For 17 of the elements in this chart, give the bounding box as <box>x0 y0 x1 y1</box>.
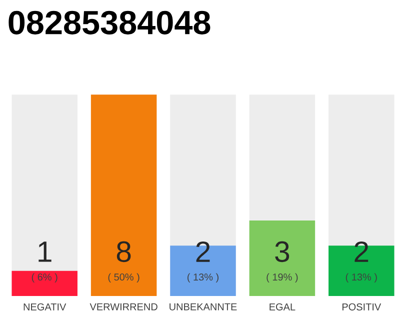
x-tick-label: NEGATIV <box>24 303 66 310</box>
data-label: 3 <box>275 241 290 262</box>
data-label: 1 <box>38 242 52 262</box>
annotation: ( 13% ) <box>188 273 218 283</box>
chart-title: 08285384048 <box>8 10 210 34</box>
x-tick-label: POSITIV <box>342 303 382 310</box>
data-label: 2 <box>354 241 368 262</box>
bar <box>12 270 78 296</box>
annotation: ( 13% ) <box>346 273 377 283</box>
annotation: ( 19% ) <box>266 273 298 283</box>
x-tick-label: EGAL <box>270 303 296 310</box>
annotation: ( 50% ) <box>108 273 140 283</box>
data-label: 8 <box>116 241 131 262</box>
x-tick-label: VERWIRREND <box>90 303 158 310</box>
annotation: ( 6% ) <box>32 273 58 283</box>
data-label: 2 <box>196 241 210 262</box>
x-tick-label: UNBEKANNTE <box>170 303 237 310</box>
